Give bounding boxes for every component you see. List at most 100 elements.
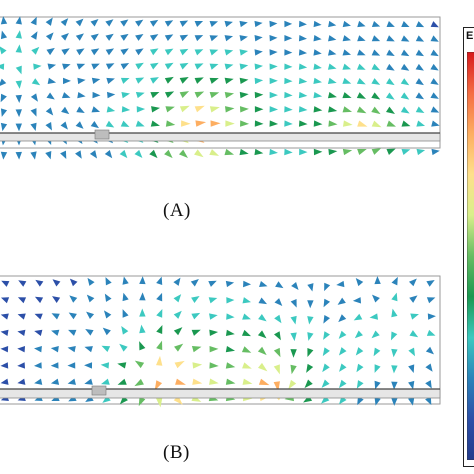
field-arrow: [371, 294, 380, 303]
field-arrow: [327, 63, 337, 70]
field-arrow: [105, 120, 115, 128]
field-arrow: [374, 380, 381, 390]
field-arrow: [415, 92, 425, 100]
field-arrow: [0, 378, 9, 385]
field-arrow: [75, 18, 84, 27]
field-arrow: [430, 78, 439, 85]
field-arrow: [156, 292, 163, 302]
field-arrow: [391, 348, 398, 358]
field-arrow: [254, 148, 264, 156]
field-arrow: [194, 91, 205, 99]
field-arrow: [299, 20, 307, 28]
field-arrow: [122, 276, 129, 285]
field-arrow: [17, 378, 26, 385]
field-arrow: [307, 283, 314, 292]
field-arrow: [151, 106, 161, 113]
field-arrow: [121, 106, 131, 113]
field-arrow: [30, 16, 37, 26]
field-arrow: [75, 33, 84, 41]
field-arrow: [415, 49, 425, 57]
field-arrow: [386, 21, 395, 27]
field-arrow: [321, 395, 330, 404]
field-arrow: [338, 330, 347, 339]
field-arrow: [357, 35, 366, 42]
field-arrow: [86, 311, 95, 320]
field-arrow: [313, 63, 322, 70]
field-arrow: [328, 106, 338, 113]
field-arrow: [45, 107, 54, 116]
field-arrow: [17, 329, 26, 336]
field-arrow: [241, 329, 252, 337]
field-arrow: [307, 300, 314, 309]
field-arrow: [426, 297, 436, 304]
field-arrow: [242, 297, 252, 304]
field-arrow: [321, 379, 330, 388]
field-arrow: [45, 151, 52, 160]
field-arrow: [239, 35, 248, 42]
field-arrow: [209, 92, 220, 99]
field-arrow: [371, 120, 382, 128]
field-arrow: [76, 106, 85, 113]
field-arrow: [15, 65, 22, 75]
field-arrow: [391, 292, 398, 302]
field-arrow: [76, 48, 85, 56]
field-arrow: [77, 91, 86, 99]
field-arrow: [119, 343, 128, 352]
field-arrow: [68, 312, 77, 320]
field-arrow: [425, 380, 432, 389]
field-arrow: [139, 276, 146, 285]
field-arrow: [225, 362, 236, 369]
field-arrow: [386, 78, 395, 86]
field-arrow: [209, 313, 218, 320]
field-arrow: [239, 49, 249, 56]
field-arrow: [224, 77, 234, 85]
field-arrow: [135, 19, 144, 27]
field-arrow: [291, 281, 299, 291]
field-arrow: [239, 20, 248, 28]
field-arrow: [269, 35, 278, 42]
field-arrow: [105, 277, 112, 286]
field-arrow: [371, 92, 381, 100]
field-arrow: [356, 92, 367, 99]
field-arrow: [46, 92, 55, 100]
field-arrow: [240, 120, 250, 127]
field-arrow: [357, 120, 368, 127]
field-arrow: [104, 150, 113, 159]
field-arrow: [258, 362, 268, 372]
field-arrow: [431, 148, 440, 156]
field-arrow: [371, 106, 381, 115]
field-arrow: [60, 121, 68, 130]
field-arrow: [273, 347, 281, 358]
field-arrow: [290, 349, 297, 358]
field-arrow: [122, 309, 129, 318]
field-arrow: [224, 20, 233, 28]
field-arrow: [50, 345, 59, 353]
field-arrow: [391, 365, 398, 374]
field-arrow: [194, 77, 204, 84]
panel-b-caption: (B): [163, 442, 190, 463]
field-arrow: [17, 345, 26, 353]
field-arrow: [208, 280, 217, 287]
field-arrow: [209, 345, 219, 353]
field-arrow: [165, 120, 176, 127]
field-arrow: [0, 122, 8, 132]
field-arrow: [239, 106, 249, 113]
field-arrow: [400, 106, 410, 114]
field-arrow: [298, 63, 308, 70]
field-arrow: [307, 348, 314, 358]
field-arrow: [225, 378, 236, 385]
field-arrow: [46, 47, 55, 56]
panel-a-substrate-strip: [0, 132, 441, 142]
field-arrow: [409, 295, 418, 303]
field-arrow: [298, 77, 308, 85]
field-arrow: [415, 63, 424, 71]
field-arrow: [208, 297, 218, 304]
field-arrow: [415, 35, 425, 42]
field-arrow: [328, 35, 337, 42]
field-arrow: [386, 35, 395, 42]
field-arrow: [102, 327, 111, 336]
field-arrow: [400, 92, 410, 100]
field-arrow: [51, 313, 60, 320]
field-arrow: [164, 62, 174, 70]
